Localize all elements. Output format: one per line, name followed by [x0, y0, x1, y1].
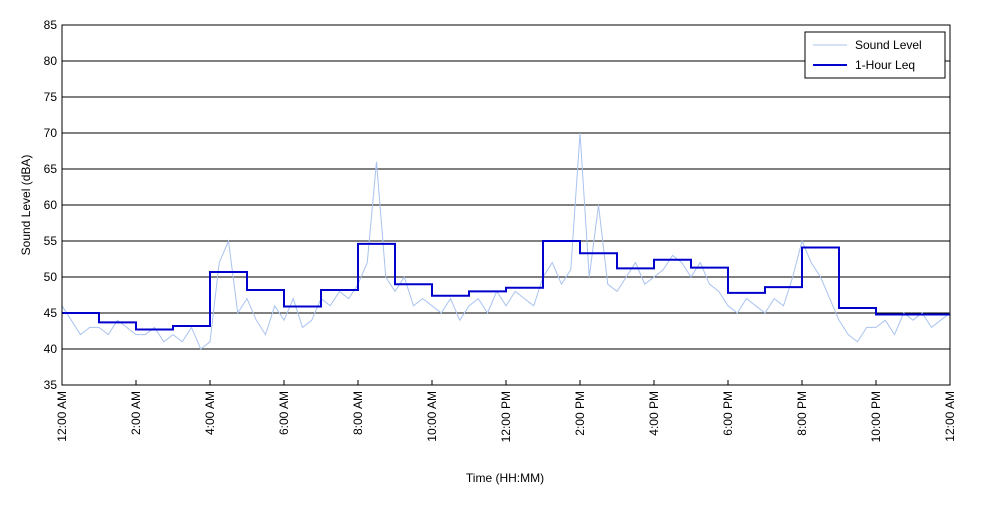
x-tick-label: 12:00 AM [943, 391, 957, 442]
plot-border [61, 24, 951, 386]
y-tick-label: 85 [44, 18, 58, 32]
y-tick-label: 55 [44, 234, 58, 248]
x-tick-label: 10:00 PM [869, 391, 883, 442]
legend-box [804, 31, 946, 79]
y-tick-label: 45 [44, 306, 58, 320]
x-tick-label: 2:00 PM [573, 391, 587, 436]
y-tick-label: 60 [44, 198, 58, 212]
x-tick-label: 6:00 PM [721, 391, 735, 436]
y-tick-label: 80 [44, 54, 58, 68]
y-tick-label: 65 [44, 162, 58, 176]
x-tick-label: 4:00 PM [647, 391, 661, 436]
x-tick-label: 12:00 AM [55, 391, 69, 442]
x-tick-label: 12:00 PM [499, 391, 513, 442]
y-tick-label: 40 [44, 342, 58, 356]
y-tick-label: 35 [44, 378, 58, 392]
x-tick-label: 6:00 AM [277, 391, 291, 435]
x-tick-label: 4:00 AM [203, 391, 217, 435]
y-axis-label: Sound Level (dBA) [19, 155, 33, 256]
x-axis-label: Time (HH:MM) [466, 471, 544, 485]
x-tick-label: 8:00 PM [795, 391, 809, 436]
legend-label: Sound Level [855, 38, 922, 52]
x-tick-label: 8:00 AM [351, 391, 365, 435]
y-tick-label: 70 [44, 126, 58, 140]
x-tick-label: 10:00 AM [425, 391, 439, 442]
legend-label: 1-Hour Leq [855, 58, 915, 72]
y-tick-label: 50 [44, 270, 58, 284]
line-0 [61, 132, 951, 350]
line-1 [62, 240, 950, 331]
x-tick-label: 2:00 AM [129, 391, 143, 435]
y-tick-label: 75 [44, 90, 58, 104]
